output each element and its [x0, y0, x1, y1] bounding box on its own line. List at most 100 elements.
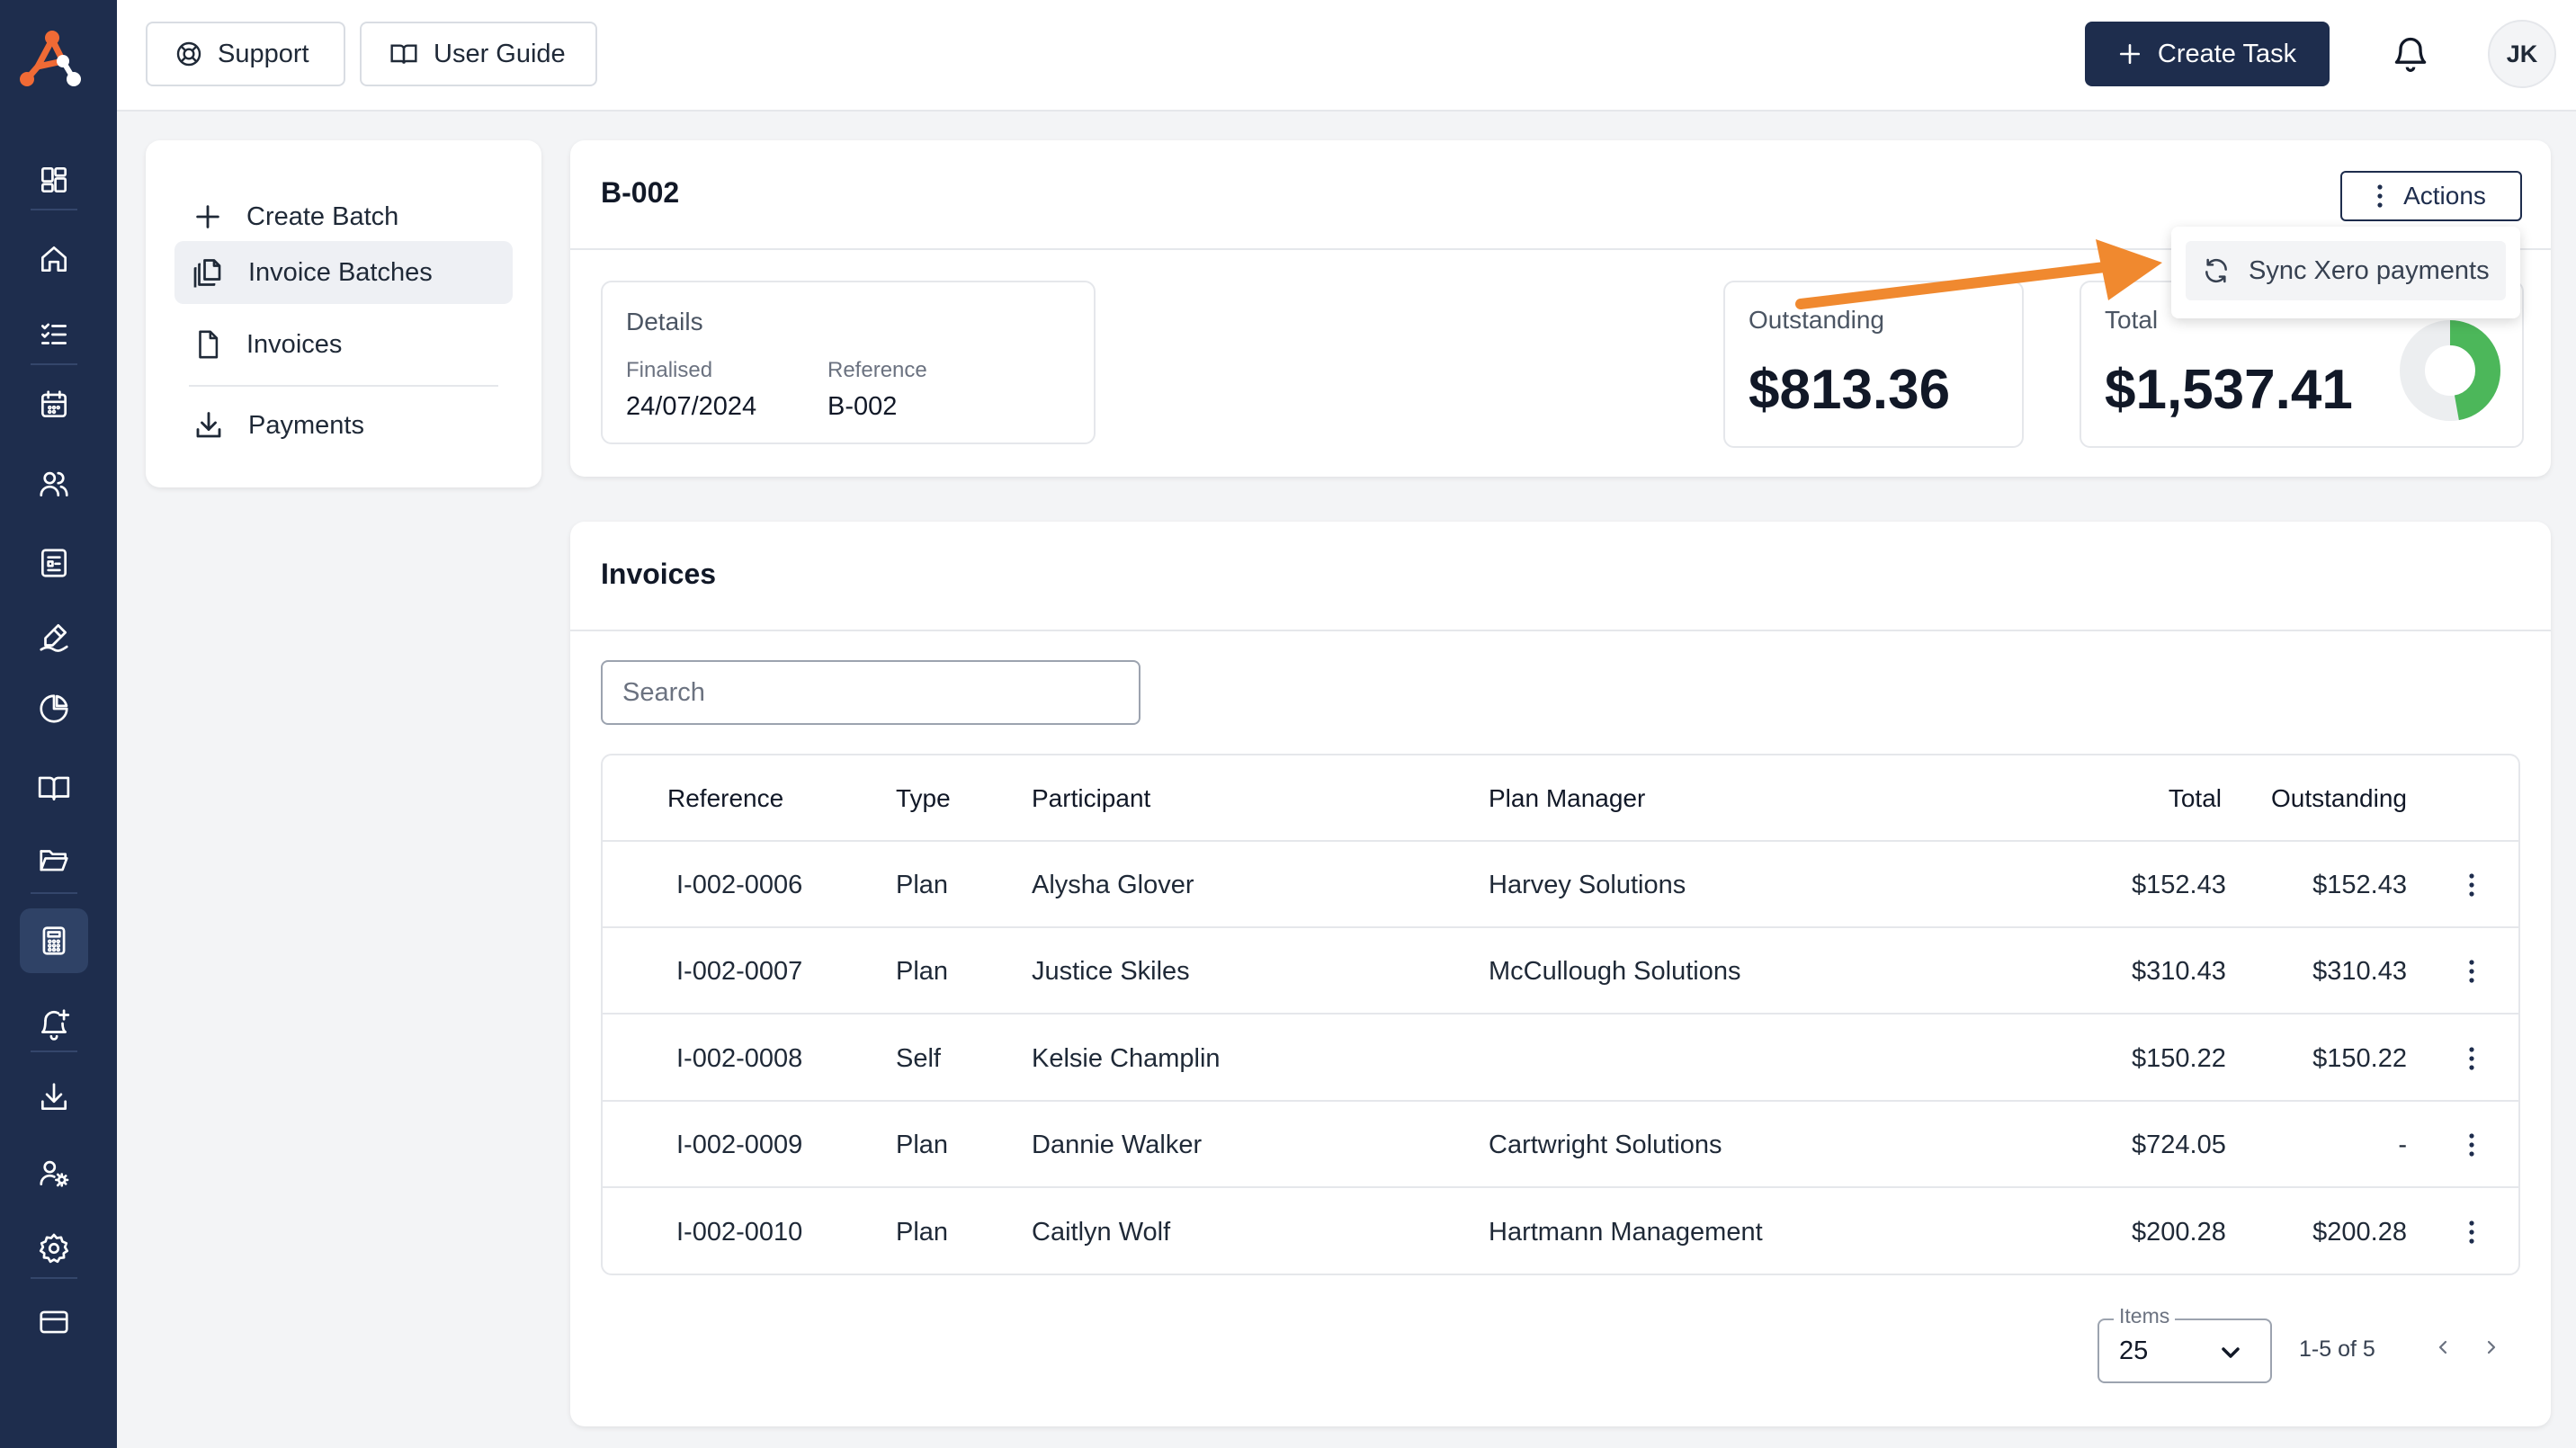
column-header-outstanding[interactable]: Outstanding [2271, 784, 2407, 812]
rail-divider [31, 1050, 77, 1052]
batch-title: B-002 [601, 176, 680, 209]
cell-type: Plan [896, 1131, 949, 1160]
previous-page-icon[interactable] [2423, 1327, 2463, 1367]
subnav-invoices[interactable]: Invoices [174, 313, 513, 376]
support-label: Support [218, 39, 309, 68]
cell-outstanding: $310.43 [2312, 957, 2407, 987]
pie-chart-icon[interactable] [20, 676, 88, 741]
items-value: 25 [2119, 1336, 2149, 1365]
cell-reference: I-002-0009 [676, 1131, 803, 1160]
support-button[interactable]: Support [146, 22, 345, 86]
users-icon[interactable] [20, 451, 88, 516]
forms-icon[interactable] [20, 531, 88, 595]
cell-participant: Alysha Glover [1032, 871, 1194, 899]
folder-icon[interactable] [20, 827, 88, 892]
create-task-button[interactable]: Create Task [2085, 22, 2330, 86]
user-guide-label: User Guide [434, 39, 566, 68]
sync-xero-payments-item[interactable]: Sync Xero payments [2186, 241, 2506, 300]
calculator-icon[interactable] [20, 908, 88, 973]
calendar-icon[interactable] [20, 372, 88, 437]
search-input[interactable] [601, 660, 1140, 725]
row-menu-kebab-icon[interactable] [2452, 1212, 2491, 1252]
cell-outstanding: - [2398, 1131, 2407, 1160]
cell-total: $724.05 [2132, 1131, 2226, 1160]
top-bar: Support User Guide Create Task JK [117, 0, 2576, 112]
outstanding-value: $813.36 [1749, 359, 1951, 421]
cell-total: $200.28 [2132, 1217, 2226, 1247]
subnav-invoice-batches[interactable]: Invoice Batches [174, 241, 513, 304]
notifications-bell-icon[interactable] [2385, 29, 2436, 79]
document-icon [192, 328, 223, 361]
cell-plan-manager: Cartwright Solutions [1489, 1131, 1722, 1160]
subnav-item-label: Create Batch [246, 201, 399, 231]
rail-divider [31, 1277, 77, 1279]
credit-card-icon[interactable] [20, 1290, 88, 1354]
cell-plan-manager: Hartmann Management [1489, 1217, 1763, 1247]
book-icon[interactable] [20, 755, 88, 820]
user-avatar[interactable]: JK [2488, 20, 2556, 88]
next-page-icon[interactable] [2472, 1327, 2511, 1367]
batch-details-panel: Details Finalised 24/07/2024 Reference B… [601, 281, 1096, 444]
cell-reference: I-002-0006 [676, 871, 803, 899]
cell-type: Plan [896, 871, 949, 899]
total-label: Total [2105, 306, 2159, 334]
outstanding-label: Outstanding [1749, 306, 1884, 334]
table-row[interactable]: I-002-0006 Plan Alysha Glover Harvey Soluti… [603, 842, 2518, 928]
table-row[interactable]: I-002-0010 Plan Caitlyn Wolf Hartmann Manag… [603, 1189, 2518, 1274]
outstanding-stat: Outstanding $813.36 [1723, 281, 2024, 448]
actions-button[interactable]: Actions [2340, 171, 2522, 221]
invoicing-subnav: Create Batch Invoice Batches Invoices Pa… [146, 140, 541, 487]
create-task-label: Create Task [2157, 39, 2297, 68]
items-per-page-select[interactable]: Items 25 [2097, 1304, 2272, 1383]
table-header: Reference Type Participant Plan Manager … [603, 755, 2518, 842]
invoices-title: Invoices [601, 558, 717, 590]
signature-icon[interactable] [20, 604, 88, 669]
cell-reference: I-002-0010 [676, 1217, 803, 1247]
task-list-icon[interactable] [20, 302, 88, 367]
dashboard-grid-icon[interactable] [20, 147, 88, 212]
card-divider [570, 248, 2551, 250]
reference-value: B-002 [827, 392, 898, 421]
actions-label: Actions [2403, 182, 2486, 210]
total-stat: Total $1,537.41 [2080, 281, 2524, 448]
row-menu-kebab-icon[interactable] [2452, 1125, 2491, 1165]
subnav-payments[interactable]: Payments [174, 394, 513, 457]
finalised-label: Finalised [626, 358, 713, 382]
row-menu-kebab-icon[interactable] [2452, 952, 2491, 991]
sync-xero-label: Sync Xero payments [2249, 255, 2490, 285]
bell-plus-icon[interactable] [20, 991, 88, 1056]
cell-plan-manager: Harvey Solutions [1489, 871, 1686, 899]
row-menu-kebab-icon[interactable] [2452, 1039, 2491, 1078]
rail-divider [31, 892, 77, 894]
lifebuoy-icon [174, 40, 203, 68]
cell-reference: I-002-0007 [676, 957, 803, 987]
home-icon[interactable] [20, 227, 88, 291]
table-row[interactable]: I-002-0007 Plan Justice Skiles McCullough S… [603, 928, 2518, 1015]
copy-documents-icon [192, 256, 225, 289]
table-row[interactable]: I-002-0009 Plan Dannie Walker Cartwright So… [603, 1102, 2518, 1189]
user-settings-icon[interactable] [20, 1140, 88, 1205]
settings-icon[interactable] [20, 1216, 88, 1281]
row-menu-kebab-icon[interactable] [2452, 865, 2491, 905]
pagination-range: 1-5 of 5 [2299, 1336, 2375, 1362]
column-header-total[interactable]: Total [2168, 784, 2222, 812]
plus-icon [192, 201, 223, 232]
subnav-create-batch[interactable]: Create Batch [174, 185, 513, 248]
column-header-plan-manager[interactable]: Plan Manager [1489, 784, 1646, 812]
reference-label: Reference [827, 358, 927, 382]
cell-outstanding: $152.43 [2312, 871, 2407, 899]
column-header-reference[interactable]: Reference [667, 784, 784, 812]
cell-total: $152.43 [2132, 871, 2226, 899]
cell-type: Self [896, 1043, 941, 1073]
download-icon[interactable] [20, 1065, 88, 1130]
plus-icon [2118, 42, 2142, 66]
user-guide-button[interactable]: User Guide [360, 22, 597, 86]
column-header-type[interactable]: Type [896, 784, 951, 812]
items-label: Items [2114, 1304, 2176, 1328]
book-open-icon [389, 40, 419, 68]
download-icon [192, 409, 225, 442]
column-header-participant[interactable]: Participant [1032, 784, 1151, 812]
brand-logo[interactable] [18, 27, 86, 88]
table-row[interactable]: I-002-0008 Self Kelsie Champlin $150.22 $150… [603, 1015, 2518, 1102]
cell-reference: I-002-0008 [676, 1043, 803, 1073]
